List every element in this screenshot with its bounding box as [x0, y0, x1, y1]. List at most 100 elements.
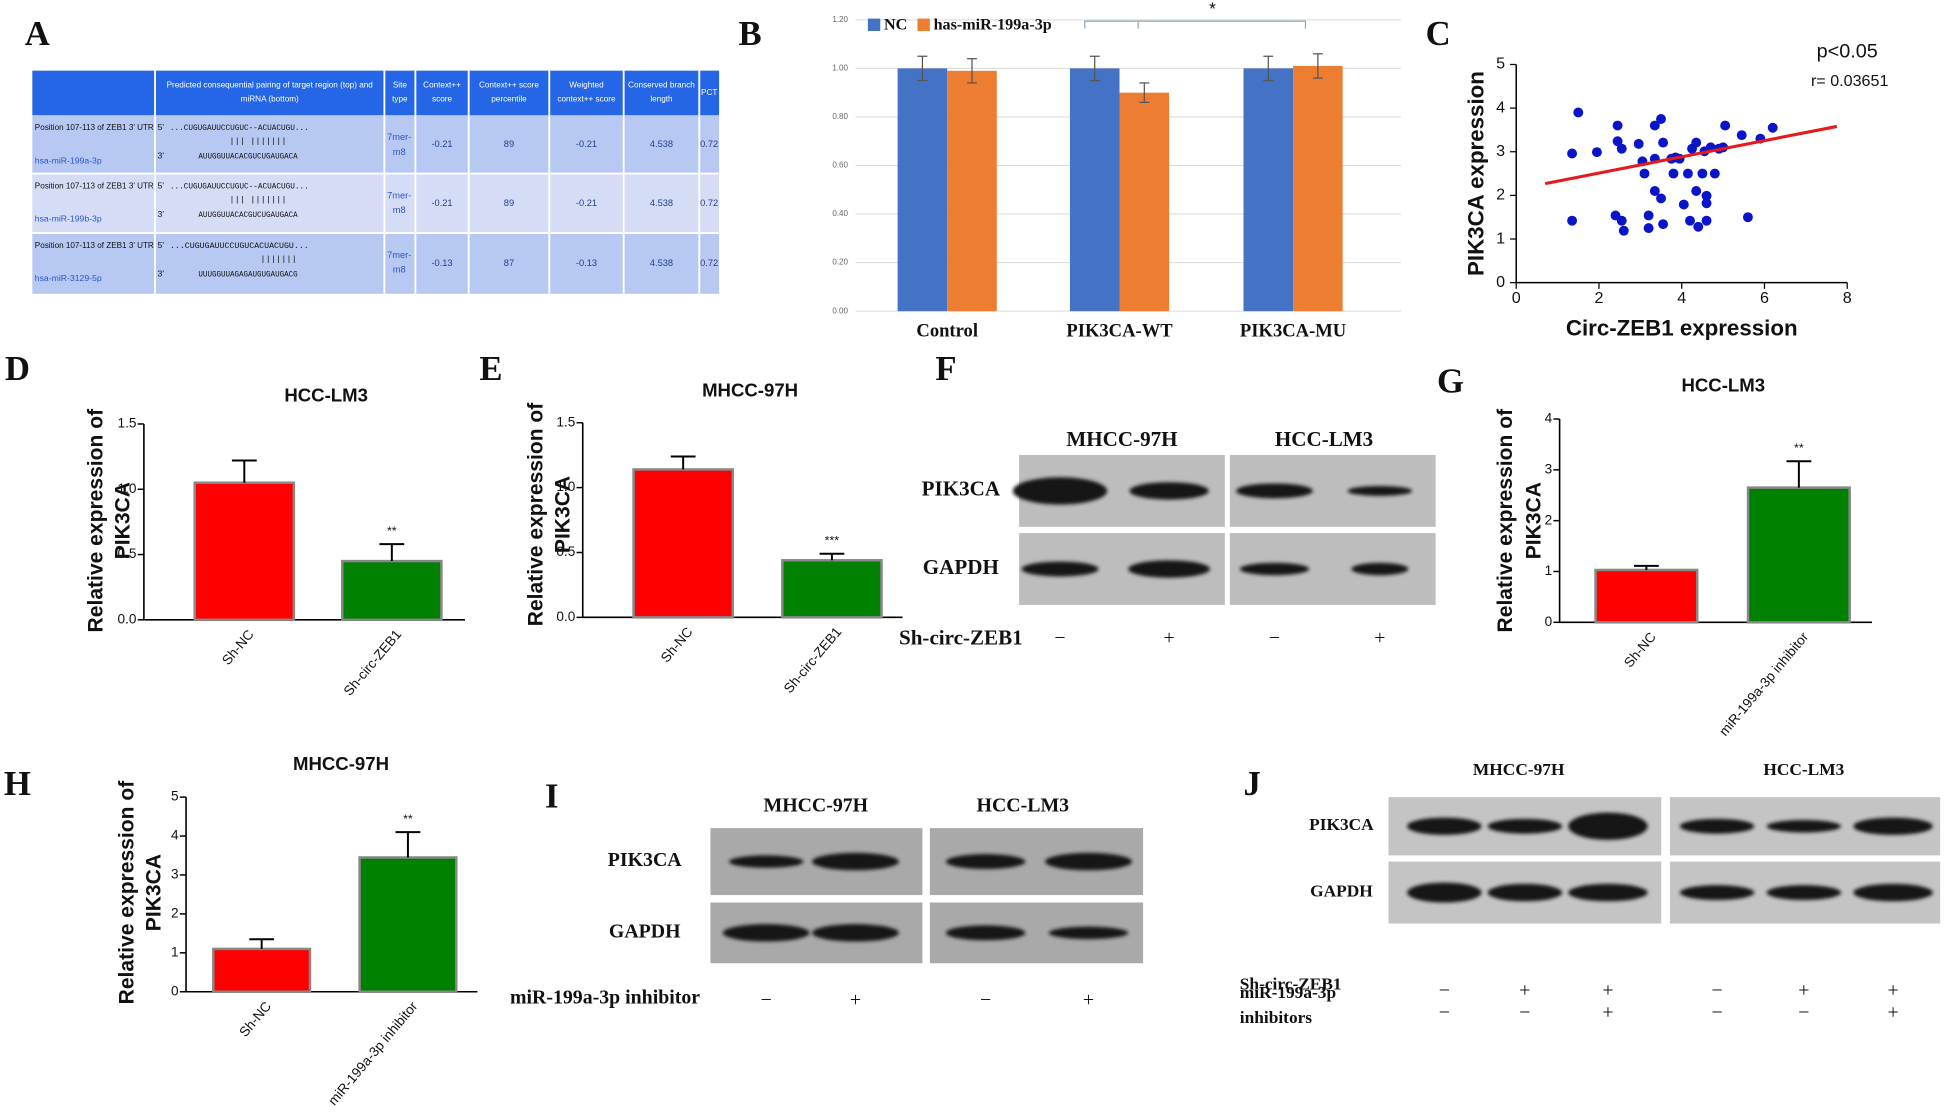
table-header-text: PCT [701, 88, 717, 97]
bar [340, 559, 443, 622]
y-tick-label: 0 [171, 983, 179, 998]
site-type: m8 [393, 205, 406, 215]
y-tick-label: 3 [1545, 461, 1553, 476]
blot-band [945, 854, 1026, 870]
blot-group-label: MHCC-97H [1066, 427, 1178, 451]
bar [1243, 68, 1294, 312]
x-axis-label: Circ-ZEB1 expression [1566, 316, 1798, 341]
condition-sign: − [1439, 979, 1450, 1001]
y-tick-label: 0.20 [832, 258, 848, 267]
legend-swatch [917, 18, 930, 31]
scatter-point [1573, 107, 1584, 118]
condition-sign: − [1269, 627, 1280, 649]
blot-band [1487, 818, 1563, 834]
y-tick-label: 0 [1545, 614, 1553, 629]
error-bar [917, 55, 928, 82]
condition-label: miR-199a-3p inhibitor [510, 987, 700, 1009]
position: Position 107-113 of ZEB1 3' UTR [35, 122, 154, 132]
y-tick-label: 0.0 [117, 611, 136, 626]
blot-band [1012, 477, 1108, 505]
table-header-text: Context++ [423, 81, 461, 90]
condition-sign: + [1602, 1002, 1613, 1024]
scatter-point [1693, 221, 1704, 232]
table-header-text: type [392, 94, 408, 103]
bar [1119, 92, 1170, 312]
y-tick-label: 0.00 [832, 306, 848, 315]
blot-band [1679, 885, 1755, 901]
y-tick-label: 2 [1496, 186, 1505, 204]
blot-band [1239, 562, 1310, 576]
table-header-text: context++ score [557, 94, 616, 103]
x-tick-label: 6 [1760, 289, 1769, 307]
y-tick-label: 0.5 [117, 546, 136, 561]
panel-letter: E [479, 349, 502, 388]
panel-letter: F [935, 349, 956, 388]
table-cell: -0.21 [576, 198, 597, 208]
scatter-point [1612, 136, 1623, 147]
blot-band [729, 855, 804, 868]
panel-letter: D [5, 349, 30, 388]
y-axis-label: PIK3CA expression [1464, 71, 1489, 276]
scatter-point [1691, 137, 1702, 148]
y-tick-label: 1.0 [117, 481, 136, 496]
scatter-point [1639, 168, 1650, 179]
y-tick-label: 1.00 [832, 64, 848, 73]
x-tick-label: miR-199a-3p inhibitor [1716, 629, 1812, 739]
y-tick-label: 4 [171, 828, 179, 843]
panel-letter: B [739, 14, 762, 53]
condition-label: Sh-circ-ZEB1 [1240, 975, 1342, 994]
x-tick-label: miR-199a-3p inhibitor [325, 998, 421, 1108]
condition-sign: − [1054, 627, 1065, 649]
bar [632, 468, 734, 619]
y-tick-label: 0.40 [832, 209, 848, 218]
mirna-name: hsa-miR-3129-5p [35, 273, 102, 283]
scatter-point [1701, 198, 1712, 209]
condition-label: inhibitors [1240, 1008, 1313, 1027]
condition-sign: + [1602, 979, 1613, 1001]
bar [358, 856, 458, 993]
blot-group-label: HCC-LM3 [977, 795, 1070, 817]
error-bar [1786, 460, 1812, 488]
blot-band [1351, 562, 1409, 576]
bar [1293, 65, 1343, 312]
blot-band [1129, 482, 1209, 500]
condition-sign: − [761, 989, 772, 1011]
scatter-point [1701, 215, 1712, 226]
blot-band [812, 924, 899, 942]
x-tick-label: 8 [1843, 289, 1852, 307]
blot-band [1679, 818, 1755, 834]
annotation: p<0.05 [1817, 40, 1878, 62]
x-tick-label: Sh-circ-ZEB1 [341, 627, 405, 699]
table-header-text: Weighted [569, 81, 604, 90]
condition-sign: + [1519, 979, 1530, 1001]
y-axis-label: PIK3CA [552, 476, 575, 553]
chart-title: MHCC-97H [293, 753, 389, 774]
panel-letter: C [1426, 14, 1451, 53]
blot-band [1407, 882, 1482, 903]
scatter-point [1567, 148, 1578, 159]
y-tick-label: 3 [1496, 142, 1505, 160]
strand: 3' [158, 268, 165, 278]
y-axis-label: PIK3CA [112, 482, 135, 559]
table-cell: 89 [504, 198, 514, 208]
y-axis-label: PIK3CA [1522, 482, 1545, 559]
y-tick-label: 4 [1545, 411, 1553, 426]
blot-band [1407, 817, 1482, 835]
y-tick-label: 0.80 [832, 112, 848, 121]
condition-sign: + [1083, 989, 1094, 1011]
chart-title: MHCC-97H [702, 380, 798, 401]
scatter-point [1618, 225, 1629, 236]
y-axis-label: Relative expression of [1494, 408, 1517, 633]
mirna-name: hsa-miR-199b-3p [35, 214, 102, 224]
annotation: * [1209, 0, 1216, 18]
table-cell: 89 [504, 139, 514, 149]
table-cell: 87 [504, 258, 514, 268]
scatter-point [1736, 130, 1747, 141]
scatter-point [1616, 215, 1627, 226]
site-type: 7mer- [387, 250, 411, 260]
condition-label: Sh-circ-ZEB1 [899, 626, 1023, 650]
annotation: ** [1794, 441, 1804, 455]
bar [212, 947, 312, 993]
error-bar [231, 459, 257, 483]
